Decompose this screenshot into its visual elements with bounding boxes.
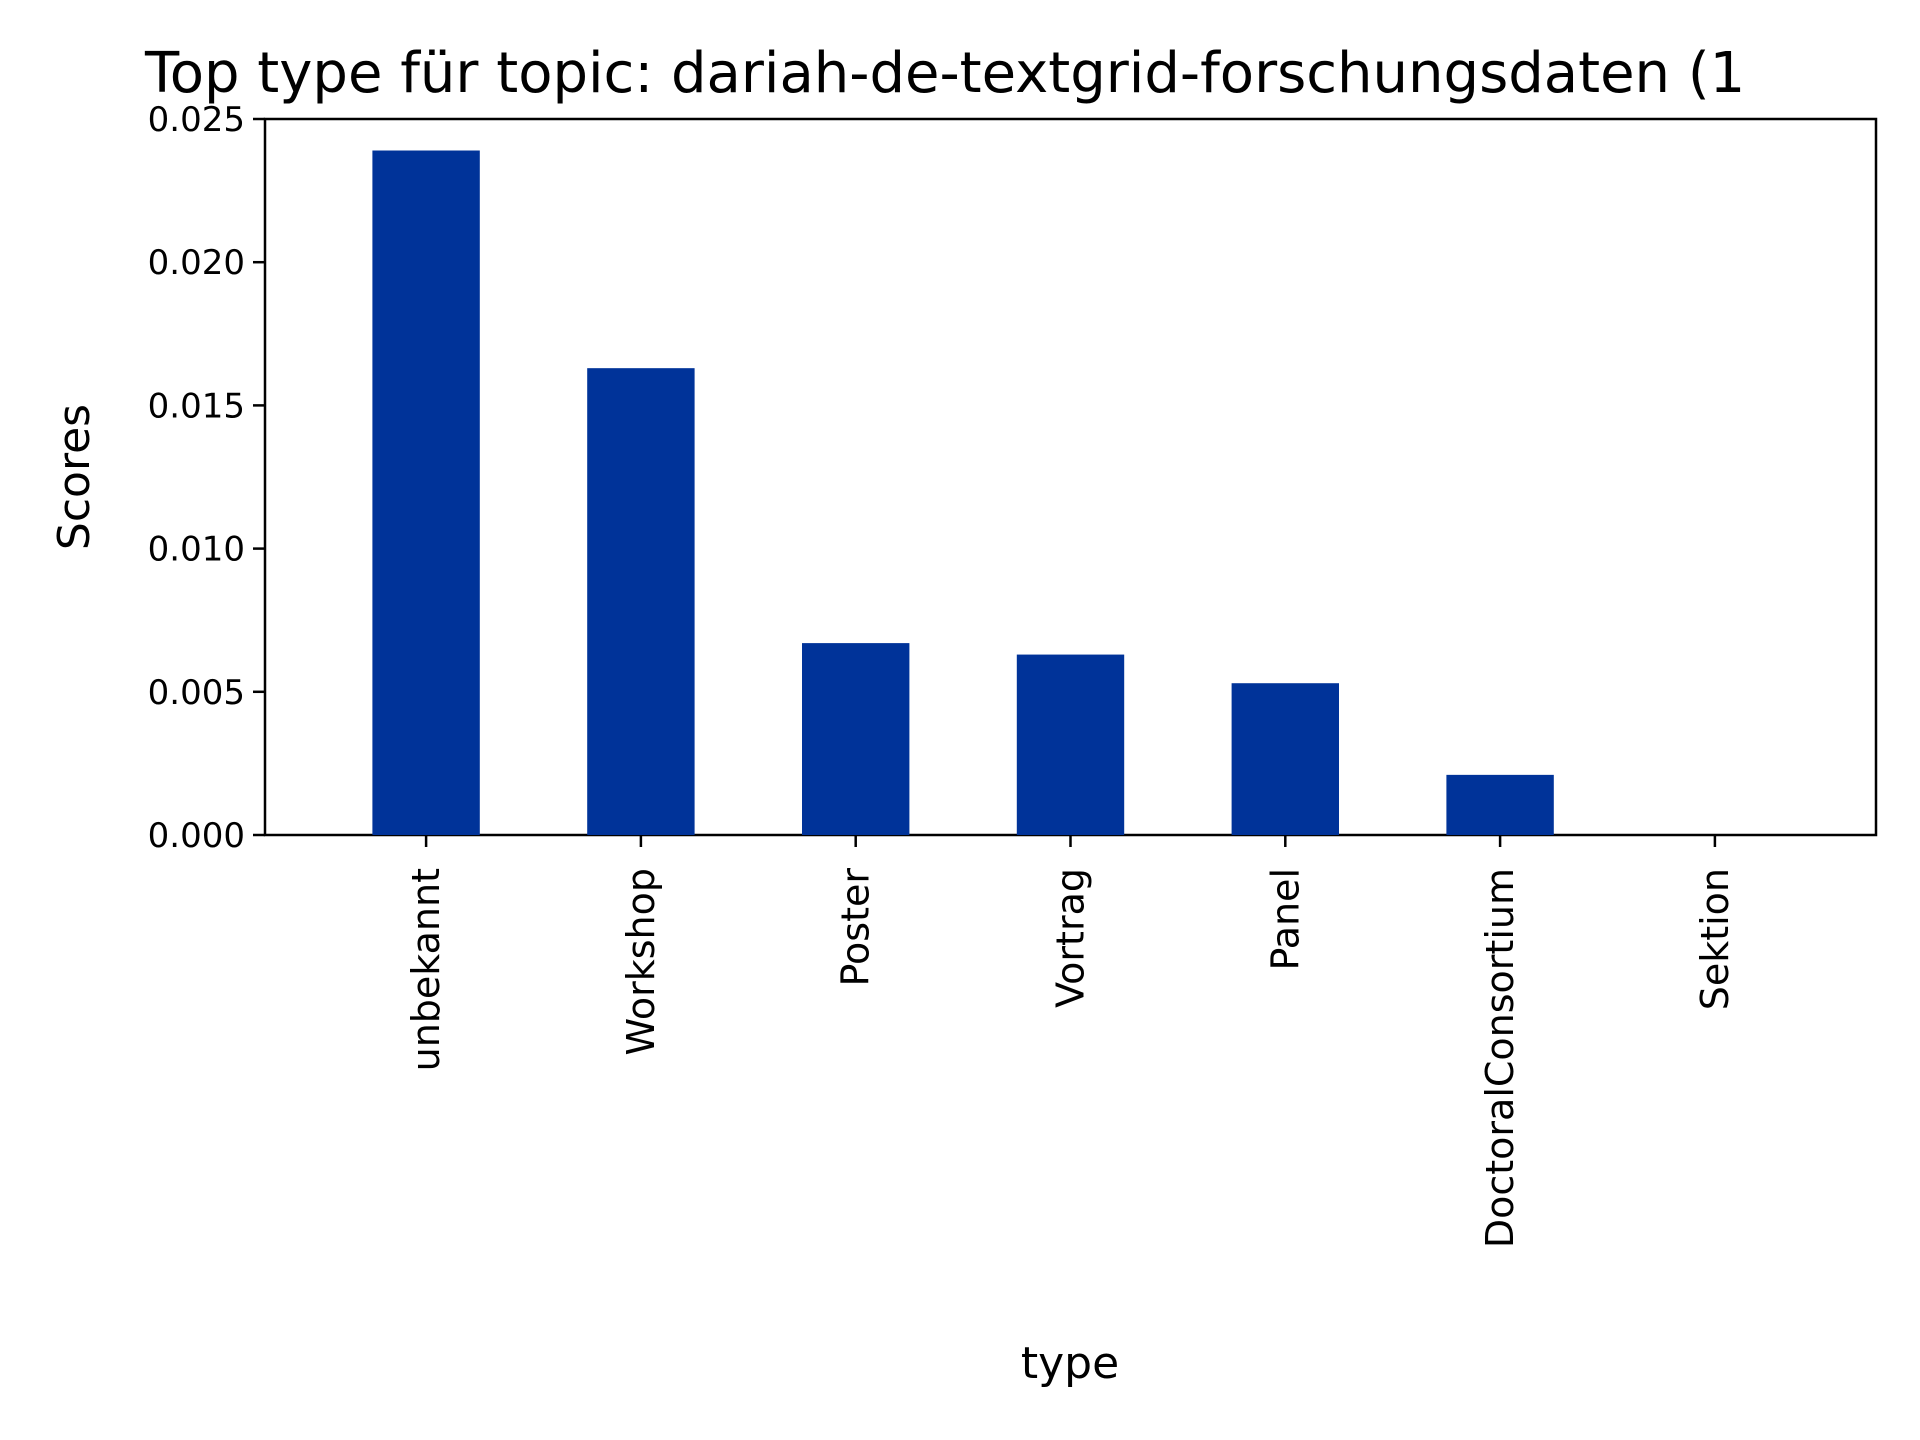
x-tick-label: Workshop bbox=[619, 868, 663, 1055]
bar-Workshop bbox=[587, 368, 695, 835]
x-tick-label: DoctoralConsortium bbox=[1478, 868, 1522, 1248]
bar-DoctoralConsortium bbox=[1446, 774, 1554, 835]
bars-group bbox=[372, 150, 1554, 835]
bar-Poster bbox=[802, 643, 910, 835]
y-tick-label: 0.020 bbox=[148, 243, 245, 283]
y-axis-label: Scores bbox=[49, 404, 100, 550]
y-tick-label: 0.015 bbox=[148, 386, 245, 426]
x-tick-label: Panel bbox=[1263, 868, 1307, 971]
y-tick-label: 0.000 bbox=[148, 816, 245, 856]
x-axis-label: type bbox=[1021, 1338, 1119, 1389]
y-tick-label: 0.025 bbox=[148, 100, 245, 140]
chart-title: Top type für topic: dariah-de-textgrid-f… bbox=[144, 41, 1745, 106]
bar-Vortrag bbox=[1016, 654, 1125, 835]
x-axis: unbekannt Workshop Poster Vortrag Panel Docto… bbox=[404, 835, 1737, 1248]
y-axis: 0.000 0.005 0.010 0.015 0.020 0.025 bbox=[148, 100, 265, 856]
x-tick-label: unbekannt bbox=[404, 868, 448, 1071]
x-tick-label: Sektion bbox=[1693, 868, 1737, 1010]
x-tick-label: Vortrag bbox=[1049, 868, 1093, 1008]
x-tick-label: Poster bbox=[834, 868, 878, 987]
y-tick-label: 0.005 bbox=[148, 673, 245, 713]
y-tick-label: 0.010 bbox=[148, 530, 245, 570]
bar-Panel bbox=[1231, 683, 1339, 835]
bar-unbekannt bbox=[372, 150, 480, 835]
